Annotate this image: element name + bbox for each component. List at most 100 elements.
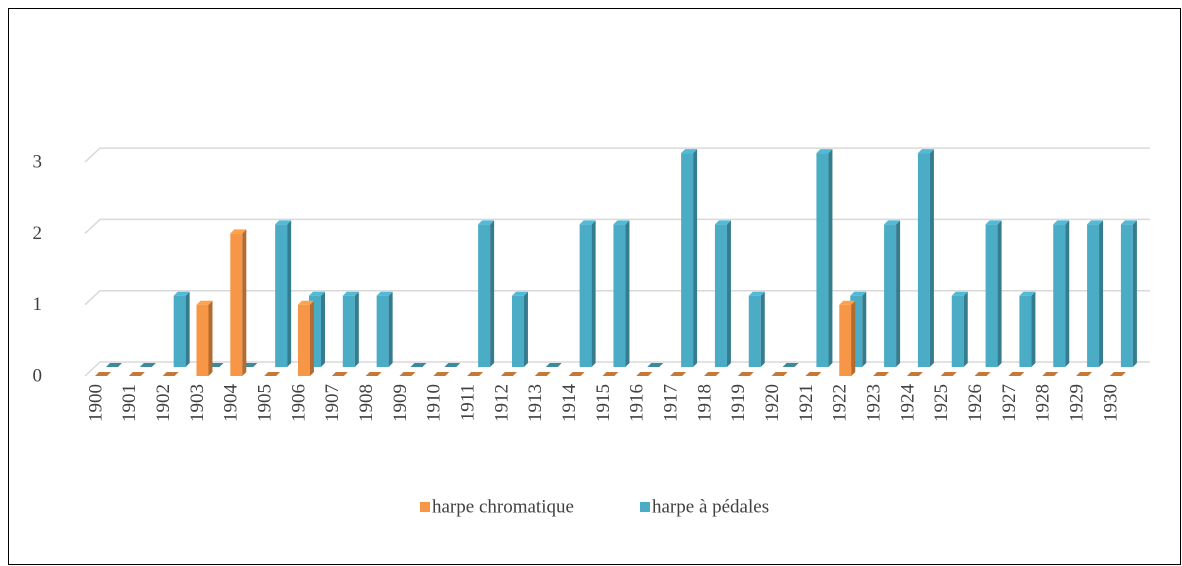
bar-top xyxy=(410,363,427,367)
grid-line xyxy=(84,289,1150,306)
bar-top xyxy=(162,372,179,376)
bar-front xyxy=(297,304,310,376)
bar-top xyxy=(940,372,957,376)
bar xyxy=(1008,372,1025,376)
bar-front xyxy=(230,233,243,376)
bar-top xyxy=(1008,372,1025,376)
bar-top xyxy=(714,220,731,225)
bar xyxy=(467,372,484,376)
bar xyxy=(500,372,517,376)
bar-front xyxy=(917,153,930,367)
bar-front xyxy=(714,224,727,367)
bar-top xyxy=(703,372,720,376)
bar xyxy=(1109,372,1126,376)
bar xyxy=(647,363,664,367)
bar-top xyxy=(467,372,484,376)
bar-top xyxy=(399,372,416,376)
x-tick-label: 1913 xyxy=(525,384,546,422)
bar xyxy=(613,220,630,367)
bar-side xyxy=(1065,220,1070,367)
bar xyxy=(771,372,788,376)
bar-side xyxy=(242,229,247,376)
bar xyxy=(636,372,653,376)
bar xyxy=(714,220,731,367)
bar xyxy=(342,291,359,367)
bar-top xyxy=(782,363,799,367)
bar-top xyxy=(230,229,247,234)
bar-side xyxy=(726,220,731,367)
bar-side xyxy=(208,300,213,376)
bar-front xyxy=(1053,224,1066,367)
x-tick-label: 1924 xyxy=(897,384,918,423)
bar xyxy=(985,220,1002,367)
bar-top xyxy=(737,372,754,376)
x-tick-label: 1911 xyxy=(457,384,478,421)
bar-front xyxy=(1019,295,1032,367)
bar-front xyxy=(196,304,209,376)
bar-front xyxy=(839,304,852,376)
bar-top xyxy=(1042,372,1059,376)
bar-side xyxy=(1132,220,1137,367)
y-tick-label: 2 xyxy=(33,223,43,244)
bar-front xyxy=(275,224,288,367)
bar-front xyxy=(342,295,355,367)
legend-swatch xyxy=(420,502,430,512)
bar-top xyxy=(985,220,1002,225)
bar-front xyxy=(478,224,491,367)
bar-front xyxy=(613,224,626,367)
bar-top xyxy=(579,220,596,225)
bar-top xyxy=(816,149,833,154)
x-tick-label: 1925 xyxy=(931,384,952,422)
bar-top xyxy=(264,372,281,376)
x-tick-label: 1903 xyxy=(187,384,208,422)
bar xyxy=(275,220,292,367)
bar-top xyxy=(670,372,687,376)
y-tick-label: 3 xyxy=(33,151,43,172)
bar xyxy=(196,300,213,376)
bar-top xyxy=(297,300,314,305)
bar-side xyxy=(523,291,528,367)
bar-top xyxy=(376,291,393,296)
x-tick-label: 1926 xyxy=(965,384,986,422)
bar-front xyxy=(1087,224,1100,367)
bar-top xyxy=(342,291,359,296)
bar-top xyxy=(545,363,562,367)
bar xyxy=(884,220,901,367)
bar-side xyxy=(896,220,901,367)
x-tick-label: 1921 xyxy=(796,384,817,422)
bar-side xyxy=(625,220,630,367)
bar xyxy=(805,372,822,376)
bar xyxy=(264,372,281,376)
x-tick-label: 1907 xyxy=(322,384,343,422)
bar xyxy=(568,372,585,376)
bar xyxy=(974,372,991,376)
x-tick-label: 1906 xyxy=(288,384,309,422)
legend-swatch xyxy=(640,502,650,512)
bar xyxy=(1076,372,1093,376)
bar-top xyxy=(850,291,867,296)
bar-top xyxy=(500,372,517,376)
bar-side xyxy=(1099,220,1104,367)
bar-top xyxy=(805,372,822,376)
bar xyxy=(106,363,122,367)
bar-front xyxy=(173,295,186,367)
bar xyxy=(748,291,765,367)
bar-top xyxy=(173,291,190,296)
bar xyxy=(681,149,698,367)
bar-top xyxy=(1019,291,1036,296)
bar-side xyxy=(851,300,856,376)
bar xyxy=(511,291,528,367)
bar xyxy=(873,372,890,376)
x-tick-label: 1923 xyxy=(863,384,884,422)
bar-front xyxy=(1120,224,1133,367)
bar-top xyxy=(647,363,664,367)
bar-top xyxy=(365,372,382,376)
bar-front xyxy=(985,224,998,367)
bar-front xyxy=(951,295,964,367)
bar-side xyxy=(490,220,495,367)
bar-top xyxy=(433,372,450,376)
bar xyxy=(670,372,687,376)
bar-front xyxy=(681,153,694,367)
legend-label: harpe chromatique xyxy=(432,496,574,517)
